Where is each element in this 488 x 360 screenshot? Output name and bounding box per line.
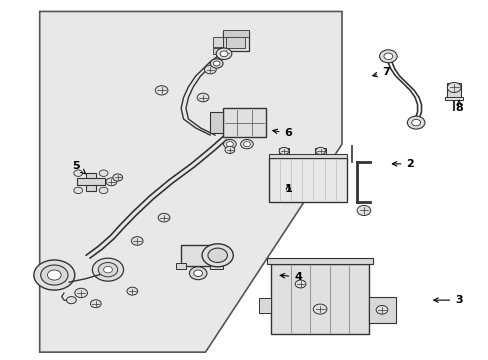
Text: 4: 4 <box>280 272 302 282</box>
FancyBboxPatch shape <box>268 154 346 158</box>
Circle shape <box>34 260 75 290</box>
FancyBboxPatch shape <box>368 297 395 323</box>
FancyBboxPatch shape <box>212 48 222 54</box>
Circle shape <box>66 297 76 304</box>
Circle shape <box>106 178 117 186</box>
FancyBboxPatch shape <box>176 263 185 269</box>
Circle shape <box>92 258 123 281</box>
Text: 1: 1 <box>284 184 292 194</box>
Circle shape <box>113 174 122 181</box>
Circle shape <box>356 206 370 216</box>
Circle shape <box>447 82 460 93</box>
Circle shape <box>197 93 208 102</box>
Text: 5: 5 <box>72 161 85 174</box>
FancyBboxPatch shape <box>446 83 461 98</box>
FancyBboxPatch shape <box>210 263 222 269</box>
FancyBboxPatch shape <box>445 97 462 100</box>
Circle shape <box>74 170 82 176</box>
FancyBboxPatch shape <box>210 112 222 134</box>
Circle shape <box>315 147 325 154</box>
FancyBboxPatch shape <box>268 158 346 202</box>
Circle shape <box>90 300 101 308</box>
Circle shape <box>379 50 396 63</box>
Polygon shape <box>40 12 341 352</box>
Circle shape <box>127 287 138 295</box>
Circle shape <box>75 288 87 298</box>
Circle shape <box>407 116 424 129</box>
Circle shape <box>98 262 118 277</box>
Circle shape <box>224 146 234 153</box>
Circle shape <box>313 304 326 314</box>
FancyBboxPatch shape <box>181 244 217 266</box>
Circle shape <box>41 265 68 285</box>
Circle shape <box>295 280 305 288</box>
FancyBboxPatch shape <box>278 148 289 154</box>
FancyBboxPatch shape <box>315 148 325 154</box>
Circle shape <box>221 49 230 56</box>
Circle shape <box>243 141 250 147</box>
Circle shape <box>204 65 216 74</box>
FancyBboxPatch shape <box>222 31 249 51</box>
FancyBboxPatch shape <box>267 258 372 264</box>
Circle shape <box>155 86 167 95</box>
Circle shape <box>216 48 231 59</box>
Circle shape <box>99 187 108 194</box>
FancyBboxPatch shape <box>222 108 266 137</box>
Circle shape <box>207 248 227 262</box>
FancyBboxPatch shape <box>225 34 245 48</box>
Circle shape <box>131 237 143 245</box>
Circle shape <box>158 213 169 222</box>
FancyBboxPatch shape <box>77 178 104 185</box>
Circle shape <box>189 267 206 280</box>
Circle shape <box>279 147 288 154</box>
Circle shape <box>47 270 61 280</box>
Circle shape <box>226 141 233 147</box>
FancyBboxPatch shape <box>222 30 249 37</box>
FancyBboxPatch shape <box>212 37 222 47</box>
Circle shape <box>103 266 112 273</box>
Circle shape <box>383 53 392 59</box>
Circle shape <box>74 187 82 194</box>
FancyBboxPatch shape <box>86 173 96 191</box>
Text: 2: 2 <box>391 159 413 169</box>
FancyBboxPatch shape <box>271 264 368 334</box>
Circle shape <box>210 59 223 68</box>
Text: 7: 7 <box>372 67 389 77</box>
Text: 3: 3 <box>433 295 462 305</box>
Text: 6: 6 <box>272 129 292 138</box>
Circle shape <box>220 51 227 57</box>
Circle shape <box>240 139 253 149</box>
Circle shape <box>223 139 236 149</box>
Text: 8: 8 <box>454 100 462 113</box>
FancyBboxPatch shape <box>259 298 271 313</box>
Circle shape <box>193 270 202 276</box>
Circle shape <box>411 120 420 126</box>
Circle shape <box>375 306 387 314</box>
Circle shape <box>213 61 220 66</box>
Circle shape <box>202 244 233 267</box>
Circle shape <box>99 170 108 176</box>
